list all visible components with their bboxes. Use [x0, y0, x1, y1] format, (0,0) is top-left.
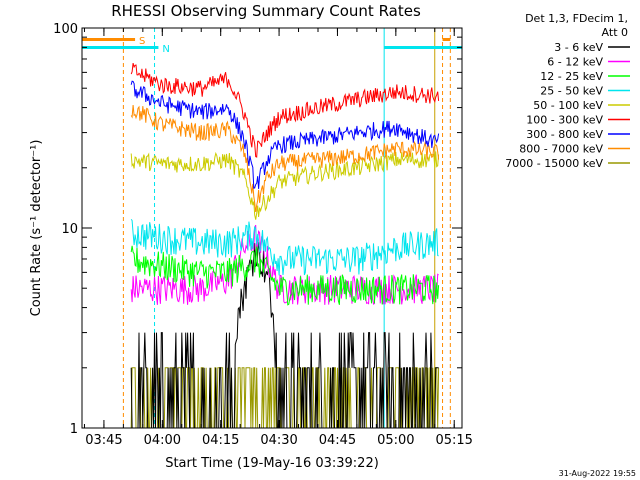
- legend-label-3: 25 - 50 keV: [540, 85, 603, 98]
- x-tick-label-2: 04:15: [202, 433, 239, 448]
- x-tick-label-0: 03:45: [85, 433, 122, 448]
- y-axis-label: Count Rate (s⁻¹ detector⁻¹): [29, 140, 44, 317]
- x-tick-label-3: 04:30: [260, 433, 297, 448]
- flag-bar-2: [384, 46, 462, 49]
- flag-bar-1: [82, 46, 159, 49]
- flag-label-0: S: [139, 36, 145, 47]
- x-tick-label-5: 05:00: [377, 433, 414, 448]
- flag-bar-3: [442, 38, 451, 41]
- y-tick-label-1: 10: [61, 222, 78, 237]
- series-line-1: [130, 224, 439, 305]
- y-tick-label-0: 1: [70, 422, 78, 437]
- legend: Det 1,3, FDecim 1, Att 0 3 - 6 keV 6 - 12…: [505, 12, 630, 170]
- series-line-6: [130, 80, 440, 189]
- legend-label-2: 12 - 25 keV: [540, 70, 603, 83]
- x-axis-label: Start Time (19-May-16 03:39:22): [165, 456, 379, 471]
- series-line-7: [130, 105, 440, 212]
- legend-label-5: 100 - 300 keV: [526, 114, 603, 127]
- legend-label-7: 800 - 7000 keV: [519, 143, 603, 156]
- series-line-0: [130, 242, 439, 428]
- chart-title: RHESSI Observing Summary Count Rates: [111, 2, 421, 20]
- series-line-3: [130, 219, 439, 276]
- series-line-5: [130, 62, 440, 158]
- legend-header-line1: Det 1,3, FDecim 1,: [525, 12, 628, 25]
- series-line-2: [130, 245, 440, 306]
- legend-label-0: 3 - 6 keV: [554, 41, 603, 54]
- legend-label-6: 300 - 800 keV: [526, 128, 603, 141]
- legend-label-1: 6 - 12 keV: [547, 56, 603, 69]
- legend-label-8: 7000 - 15000 keV: [505, 157, 603, 170]
- flag-label-1: N: [162, 44, 169, 55]
- flag-bar-0: [82, 38, 136, 41]
- x-tick-label-6: 05:15: [435, 433, 472, 448]
- legend-label-4: 50 - 100 keV: [533, 99, 603, 112]
- x-tick-label-1: 04:00: [144, 433, 181, 448]
- y-tick-label-2: 100: [53, 22, 78, 37]
- x-tick-label-4: 04:45: [319, 433, 356, 448]
- series-line-4: [130, 151, 440, 220]
- timestamp: 31-Aug-2022 19:55: [559, 469, 636, 478]
- legend-header-line2: Att 0: [602, 26, 628, 39]
